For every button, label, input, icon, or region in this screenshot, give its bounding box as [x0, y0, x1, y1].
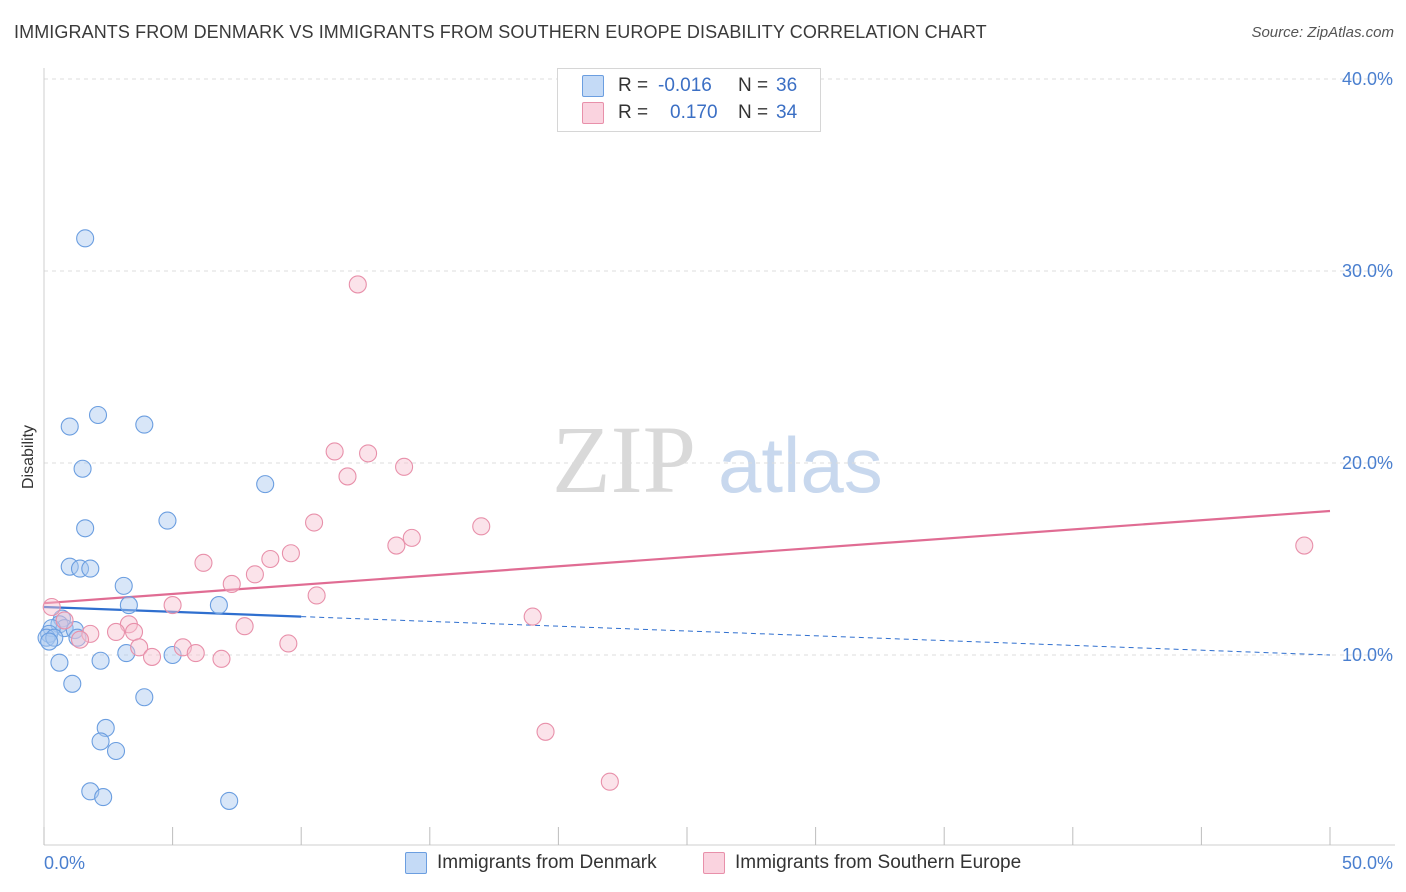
data-point — [40, 632, 59, 651]
data-point — [106, 622, 126, 642]
data-point — [338, 467, 357, 486]
data-point — [88, 405, 108, 425]
data-point — [348, 275, 367, 294]
n-label: N = — [738, 75, 769, 96]
data-point — [42, 597, 61, 617]
data-point — [472, 517, 491, 536]
bottom-legend-label-southern-europe: Immigrants from Southern Europe — [735, 852, 1022, 873]
legend-swatch-southern-europe — [582, 102, 604, 124]
data-point — [135, 688, 154, 707]
x-tick-label: 50.0% — [1342, 853, 1393, 873]
n-value: 34 — [776, 102, 798, 123]
y-tick-label: 40.0% — [1342, 69, 1393, 89]
data-point — [261, 549, 280, 569]
data-point — [106, 741, 126, 761]
data-point — [70, 630, 90, 649]
data-point — [94, 788, 113, 807]
n-value: 36 — [776, 75, 798, 96]
trend-line-solid — [43, 605, 302, 618]
r-value: 0.170 — [670, 102, 718, 123]
data-point — [395, 457, 414, 476]
data-point — [55, 611, 74, 630]
n-label: N = — [738, 102, 769, 123]
data-point — [70, 559, 90, 578]
legend-row-southern-europe: R = 0.170 N = 34 — [582, 102, 797, 124]
y-tick-label: 10.0% — [1342, 645, 1393, 665]
data-point — [96, 718, 115, 738]
source-label: Source: ZipAtlas.com — [1251, 24, 1394, 41]
data-point — [76, 519, 95, 538]
data-point — [402, 528, 421, 547]
x-tick-label: 0.0% — [44, 853, 85, 873]
data-point — [124, 622, 144, 642]
data-point — [73, 459, 92, 478]
data-point — [220, 791, 239, 810]
stats-legend: R = -0.016 N = 36 R = 0.170 N = 34 — [557, 68, 821, 132]
bottom-legend-label-denmark: Immigrants from Denmark — [437, 852, 657, 873]
bottom-legend-swatch-denmark — [405, 852, 427, 874]
data-point — [600, 772, 619, 791]
trend-line-solid — [43, 509, 1331, 605]
gridlines — [44, 78, 1395, 656]
data-point — [158, 511, 177, 530]
data-point — [60, 417, 79, 436]
legend-swatch-denmark — [582, 75, 604, 97]
data-point — [76, 229, 95, 248]
y-axis-label: Disability — [20, 425, 37, 489]
data-point — [222, 574, 241, 594]
data-point — [81, 624, 100, 643]
data-point — [163, 596, 182, 615]
watermark-atlas: atlas — [718, 421, 883, 509]
data-point — [523, 607, 542, 626]
data-point — [307, 586, 326, 605]
watermark-zip: ZIP — [552, 406, 696, 513]
y-tick-label: 30.0% — [1342, 261, 1393, 281]
data-point — [281, 544, 300, 563]
r-label: R = — [618, 75, 649, 96]
trend-line-dashed — [301, 616, 1331, 656]
data-point — [91, 732, 110, 751]
data-point — [305, 513, 324, 532]
data-point — [135, 415, 154, 434]
r-label: R = — [618, 102, 649, 123]
data-point — [119, 596, 138, 615]
data-point — [209, 596, 228, 615]
data-point — [114, 576, 133, 595]
bottom-legend-denmark: Immigrants from Denmark — [405, 852, 657, 874]
data-point — [142, 647, 162, 666]
data-point — [212, 649, 231, 668]
data-point — [359, 444, 378, 463]
data-point — [163, 645, 182, 665]
chart-title: IMMIGRANTS FROM DENMARK VS IMMIGRANTS FR… — [14, 22, 987, 42]
data-point — [256, 475, 275, 494]
data-point — [91, 651, 110, 670]
data-point — [186, 644, 205, 663]
data-point — [387, 536, 406, 555]
axes — [43, 68, 1395, 846]
data-point — [130, 638, 149, 657]
data-point — [536, 722, 555, 741]
legend-row-denmark: R = -0.016 N = 36 — [582, 75, 797, 97]
data-point — [50, 653, 69, 672]
trend-lines — [43, 509, 1331, 656]
data-point — [245, 565, 264, 584]
data-point — [279, 634, 298, 653]
data-point — [81, 559, 100, 578]
data-point — [325, 442, 344, 461]
data-point — [1295, 536, 1314, 555]
data-point — [194, 553, 213, 572]
tick-labels: 10.0% 20.0% 30.0% 40.0% 0.0% 50.0% — [44, 69, 1393, 873]
data-points — [37, 229, 1314, 810]
bottom-legend-swatch-southern-europe — [703, 852, 725, 874]
bottom-legend-southern-europe: Immigrants from Southern Europe — [703, 852, 1021, 874]
data-point — [235, 617, 254, 636]
r-value: -0.016 — [658, 75, 712, 96]
data-point — [63, 674, 82, 693]
y-tick-label: 20.0% — [1342, 453, 1393, 473]
